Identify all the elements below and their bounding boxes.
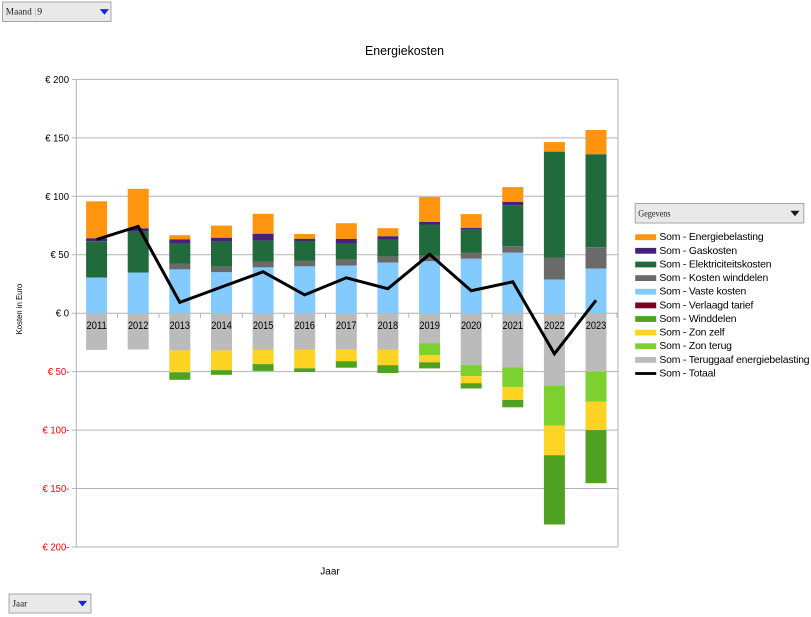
svg-text:Som - Zon terug: Som - Zon terug — [659, 341, 732, 352]
svg-text:2020: 2020 — [461, 320, 482, 332]
svg-text:2019: 2019 — [419, 320, 440, 332]
svg-text:Jaar: Jaar — [13, 599, 28, 610]
svg-text:2021: 2021 — [503, 320, 524, 332]
svg-text:Som - Energiebelasting: Som - Energiebelasting — [659, 232, 763, 243]
svg-text:2011: 2011 — [86, 320, 107, 332]
svg-text:Som - Zon zelf: Som - Zon zelf — [659, 328, 724, 339]
svg-text:2022: 2022 — [544, 320, 565, 332]
svg-text:2012: 2012 — [128, 320, 149, 332]
svg-text:€ 50: € 50 — [51, 250, 70, 261]
svg-text:2016: 2016 — [294, 320, 315, 332]
svg-text:€ 0: € 0 — [56, 309, 70, 320]
svg-text:Som - Elektriciteitskosten: Som - Elektriciteitskosten — [659, 260, 771, 271]
svg-text:€ 50-: € 50- — [48, 367, 70, 378]
svg-text:2023: 2023 — [586, 320, 607, 332]
svg-text:Som - Gaskosten: Som - Gaskosten — [659, 246, 737, 257]
svg-text:€ 150-: € 150- — [43, 484, 70, 495]
svg-text:Som - Winddelen: Som - Winddelen — [659, 314, 736, 325]
svg-text:Gegevens: Gegevens — [638, 208, 671, 219]
svg-text:|: | — [34, 7, 36, 18]
svg-text:Som - Teruggaaf energiebelasti: Som - Teruggaaf energiebelasting — [659, 355, 809, 366]
svg-text:Kosten in Euro: Kosten in Euro — [15, 283, 24, 334]
svg-text:€ 100-: € 100- — [43, 426, 70, 437]
svg-text:2018: 2018 — [378, 320, 399, 332]
svg-text:Som - Verlaagd tarief: Som - Verlaagd tarief — [659, 300, 753, 311]
svg-text:2013: 2013 — [170, 320, 191, 332]
svg-text:Maand: Maand — [6, 7, 32, 18]
svg-text:Som - Vaste kosten: Som - Vaste kosten — [659, 287, 746, 298]
svg-text:€ 200: € 200 — [45, 75, 69, 86]
svg-text:Energiekosten: Energiekosten — [365, 43, 444, 58]
svg-text:€ 150: € 150 — [45, 133, 69, 144]
svg-text:€ 200-: € 200- — [43, 543, 70, 554]
svg-text:Som - Totaal: Som - Totaal — [659, 369, 715, 380]
svg-text:Jaar: Jaar — [320, 567, 340, 578]
svg-text:€ 100: € 100 — [45, 192, 69, 203]
svg-text:2015: 2015 — [253, 320, 274, 332]
svg-text:Som - Kosten winddelen: Som - Kosten winddelen — [659, 273, 768, 284]
svg-text:2017: 2017 — [336, 320, 357, 332]
svg-text:9: 9 — [37, 7, 42, 18]
svg-text:2014: 2014 — [211, 320, 232, 332]
